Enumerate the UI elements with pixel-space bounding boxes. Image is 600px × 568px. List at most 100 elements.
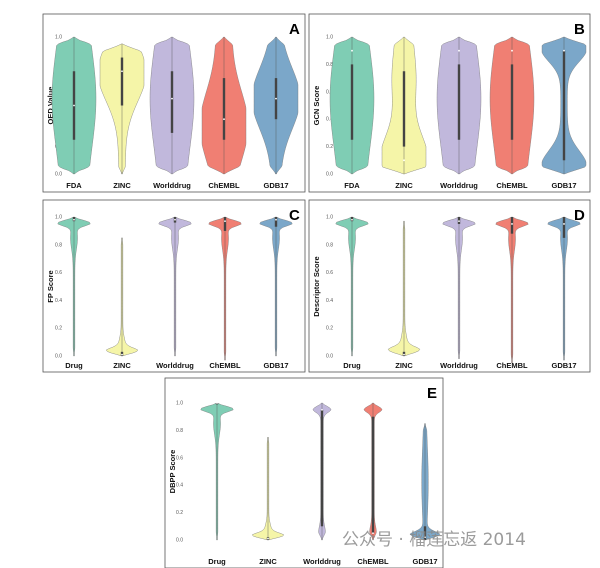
violin-iqr xyxy=(457,64,461,140)
violin-median xyxy=(121,353,123,356)
violin-median xyxy=(563,49,565,52)
x-tick-label: FDA xyxy=(66,181,82,190)
panel-frame xyxy=(42,199,306,373)
y-tick-label: 0.2 xyxy=(326,326,333,332)
panel-frame xyxy=(164,377,444,568)
violin-iqr xyxy=(371,416,375,534)
violin-iqr xyxy=(510,217,514,234)
panel-e: 0.0 0.2 0.4 0.6 0.8 1.0 DBPP Score E Drug ZINC Wor… xyxy=(164,377,444,568)
watermark-text: 公众号 · 榴莲忘返 2014 xyxy=(342,530,526,550)
x-tick-label: Worlddrug xyxy=(303,557,341,566)
x-tick-label: ZINC xyxy=(395,361,413,370)
violin-iqr xyxy=(320,409,324,527)
y-axis-label: DBPP Score xyxy=(168,450,177,494)
violin-median xyxy=(73,104,75,107)
y-tick-label: 1.0 xyxy=(326,215,333,221)
y-tick-label: 0.0 xyxy=(326,354,333,360)
x-tick-label: Worlddrug xyxy=(156,361,194,370)
violin-median xyxy=(224,220,226,223)
y-tick-label: 0.0 xyxy=(326,172,333,178)
panel-letter: E xyxy=(427,385,437,402)
x-tick-label: GDB17 xyxy=(551,181,576,190)
panel-c: 0.0 0.2 0.4 0.6 0.8 1.0 FP Score C Drug ZINC World… xyxy=(42,199,306,373)
violin-median xyxy=(174,218,176,221)
y-tick-label: 0.6 xyxy=(176,455,183,461)
x-tick-label: Worlddrug xyxy=(440,181,478,190)
violin-iqr xyxy=(562,50,566,161)
y-tick-label: 1.0 xyxy=(176,401,183,407)
y-tick-label: 1.0 xyxy=(55,35,62,41)
violin-median xyxy=(321,408,323,411)
violin-median xyxy=(223,118,225,121)
violin-median xyxy=(563,223,565,225)
x-tick-label: ZINC xyxy=(113,361,131,370)
panel-frame xyxy=(308,13,591,193)
x-tick-label: FDA xyxy=(344,181,360,190)
violin-iqr xyxy=(222,78,226,140)
y-tick-label: 0.0 xyxy=(55,354,62,360)
panel-d: 0.0 0.2 0.4 0.6 0.8 1.0 Descriptor Score D Drug Z… xyxy=(308,199,591,373)
panel-b: 0.0 0.2 0.4 0.6 0.8 1.0 GCN Score B FDA ZINC World… xyxy=(308,13,591,193)
x-tick-label: GDB17 xyxy=(551,361,576,370)
y-axis-label: FP Score xyxy=(46,270,55,302)
violin-iqr xyxy=(510,64,514,140)
violin-iqr xyxy=(223,217,227,231)
violin-median xyxy=(275,97,277,100)
panel-letter: D xyxy=(574,207,585,224)
x-tick-label: Drug xyxy=(208,557,226,566)
violin-iqr xyxy=(423,526,427,540)
violin-median xyxy=(511,49,513,52)
panel-frame xyxy=(308,199,591,373)
violin-median xyxy=(424,536,426,539)
y-axis-label: QED Value xyxy=(46,87,55,125)
panel-letter: B xyxy=(574,21,585,38)
violin-median xyxy=(372,532,374,535)
violin-iqr xyxy=(274,217,278,227)
violin-iqr xyxy=(562,217,566,238)
x-tick-label: GDB17 xyxy=(263,361,288,370)
violin-median xyxy=(171,97,173,100)
violin-median xyxy=(511,223,513,225)
y-axis-label: GCN Score xyxy=(312,86,321,126)
x-tick-label: ChEMBL xyxy=(496,181,528,190)
y-tick-label: 0.0 xyxy=(55,172,62,178)
violin-median xyxy=(73,218,75,221)
violin-median xyxy=(351,49,353,52)
x-tick-label: Drug xyxy=(343,361,361,370)
y-tick-label: 0.6 xyxy=(55,270,62,276)
y-tick-label: 0.4 xyxy=(55,298,62,304)
x-tick-label: ChEMBL xyxy=(357,557,389,566)
y-tick-label: 0.4 xyxy=(176,483,183,489)
y-tick-label: 0.8 xyxy=(55,242,62,248)
x-tick-label: ZINC xyxy=(113,181,131,190)
y-tick-label: 0.6 xyxy=(326,89,333,95)
y-tick-label: 0.2 xyxy=(176,510,183,516)
y-tick-label: 0.4 xyxy=(326,117,333,123)
x-tick-label: GDB17 xyxy=(412,557,437,566)
y-tick-label: 0.6 xyxy=(326,270,333,276)
violin-iqr xyxy=(120,57,124,106)
x-tick-label: ChEMBL xyxy=(208,181,240,190)
violin-median xyxy=(403,353,405,356)
violin-iqr xyxy=(402,71,406,147)
x-tick-label: Worlddrug xyxy=(440,361,478,370)
y-tick-label: 0.0 xyxy=(176,538,183,544)
y-tick-label: 1.0 xyxy=(326,35,333,41)
violin-iqr xyxy=(350,64,354,140)
violin-median xyxy=(458,49,460,52)
y-tick-label: 0.2 xyxy=(55,326,62,332)
panel-frame xyxy=(42,13,306,193)
panel-letter: A xyxy=(289,21,300,38)
violin-median xyxy=(267,537,269,540)
y-tick-label: 0.4 xyxy=(326,298,333,304)
violin-iqr xyxy=(170,71,174,133)
violin-median xyxy=(121,70,123,73)
violin-median xyxy=(351,218,353,221)
violin-median xyxy=(275,218,277,221)
violin-median xyxy=(458,220,460,223)
panel-letter: C xyxy=(289,207,300,224)
x-tick-label: GDB17 xyxy=(263,181,288,190)
x-tick-label: ZINC xyxy=(259,557,277,566)
